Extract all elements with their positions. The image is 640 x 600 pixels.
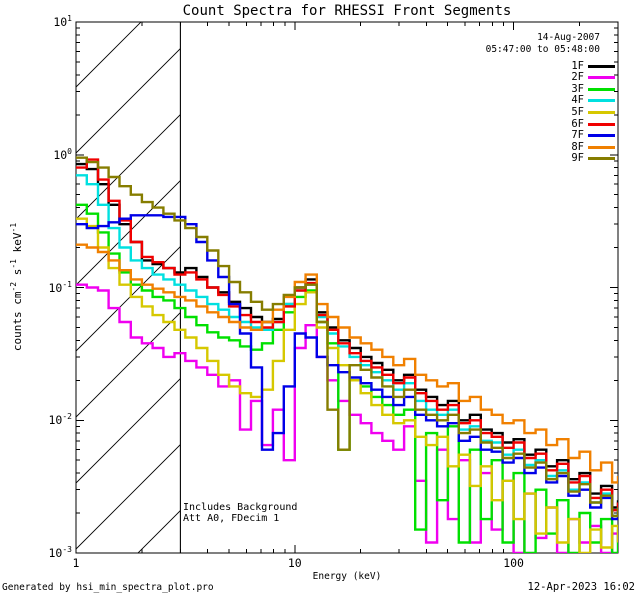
annotation-includes-background: Includes Background [183, 502, 298, 513]
y-tick-label-10e-3: 10-3 [48, 545, 73, 560]
legend-line-7F [588, 134, 615, 138]
legend-line-5F [588, 110, 615, 114]
series-9F [76, 156, 618, 518]
observation-date: 14-Aug-2007 [537, 32, 600, 43]
legend-label-4F: 4F [571, 94, 584, 107]
legend-line-1F [588, 64, 615, 68]
legend-label-9F: 9F [571, 152, 584, 165]
legend-line-8F [588, 145, 615, 149]
series-6F [76, 158, 618, 512]
x-tick-label-1: 1 [72, 556, 80, 570]
y-tick-label-10e0: 100 [53, 146, 72, 162]
legend-label-6F: 6F [571, 117, 584, 130]
legend-line-3F [588, 87, 615, 91]
render-timestamp: 12-Apr-2023 16:02 [527, 581, 635, 593]
plot-title: Count Spectra for RHESSI Front Segments [182, 3, 512, 19]
legend-label-8F: 8F [571, 140, 584, 153]
x-tick-label-10: 10 [287, 556, 302, 570]
observation-time-range: 05:47:00 to 05:48:00 [485, 44, 600, 55]
legend-label-7F: 7F [571, 129, 584, 142]
legend-line-6F [588, 122, 615, 126]
series-8F [76, 243, 618, 484]
legend-label-5F: 5F [571, 105, 584, 118]
legend-line-2F [588, 76, 615, 80]
series-7F [76, 214, 618, 521]
x-axis-label: Energy (keV) [312, 571, 382, 582]
y-tick-label-10e-2: 10-2 [48, 412, 73, 428]
y-tick-label-10e1: 101 [53, 14, 72, 29]
legend-label-2F: 2F [571, 71, 584, 84]
legend-label-3F: 3F [571, 82, 584, 95]
y-axis-label: counts cm-2 s-1 keV-1 [9, 222, 24, 352]
generated-by-text: Generated by hsi_min_spectra_plot.pro [2, 582, 214, 593]
legend-line-9F [588, 157, 615, 161]
legend-line-4F [588, 99, 615, 103]
axis-ticks [75, 21, 619, 554]
annotation-att-fdecim: Att A0, FDecim 1 [183, 513, 280, 524]
legend-label-1F: 1F [571, 59, 584, 72]
y-tick-label-10e-1: 10-1 [48, 279, 73, 295]
series-5F [76, 217, 618, 553]
x-tick-label-100: 100 [503, 556, 524, 570]
